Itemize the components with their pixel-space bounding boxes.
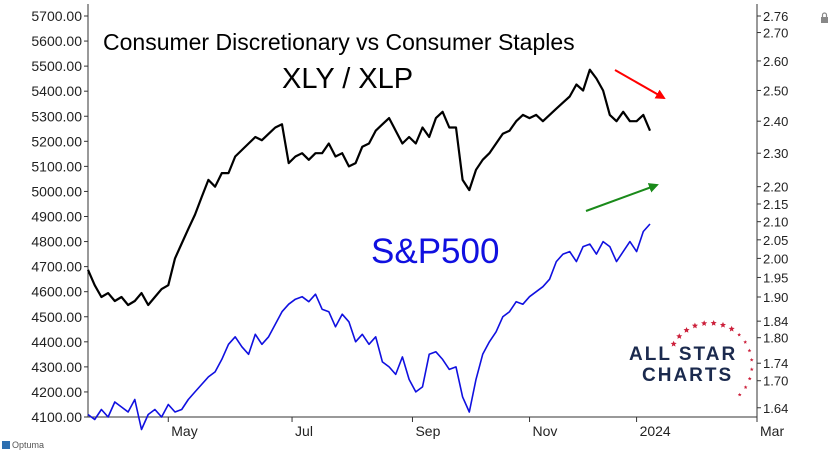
x-tick-label: Nov: [533, 423, 558, 439]
optuma-logo-icon: [2, 441, 10, 449]
right-tick-label: 1.84: [763, 314, 788, 329]
left-tick-label: 4200.00: [31, 384, 82, 400]
left-tick-label: 5700.00: [31, 8, 82, 24]
star-icon: [747, 348, 752, 353]
x-tick-label: Sep: [415, 423, 440, 439]
left-tick-label: 4400.00: [31, 334, 82, 350]
x-axis-ticks: May Jul Sep Nov 2024 Mar: [167, 417, 784, 439]
right-tick-label: 2.40: [763, 114, 788, 129]
logo-line1: ALL STAR: [629, 344, 737, 365]
series-line-sp500: [87, 223, 651, 431]
left-tick-label: 4600.00: [31, 284, 82, 300]
left-tick-label: 5400.00: [31, 83, 82, 99]
green-arrow-annotation: [585, 183, 659, 212]
right-tick-label: 1.95: [763, 270, 788, 285]
logo-stars-arc: [670, 320, 754, 397]
sp500-series-label: S&P500: [371, 232, 499, 271]
right-tick-label: 1.90: [763, 290, 788, 305]
left-tick-label: 5100.00: [31, 158, 82, 174]
right-tick-label: 2.10: [763, 215, 788, 230]
left-tick-label: 5600.00: [31, 33, 82, 49]
right-tick-label: 2.50: [763, 83, 788, 98]
left-tick-label: 5200.00: [31, 133, 82, 149]
star-icon: [743, 340, 748, 344]
star-icon: [728, 325, 735, 332]
right-tick-label: 2.70: [763, 26, 788, 41]
left-tick-label: 5500.00: [31, 58, 82, 74]
optuma-watermark: Optuma: [2, 440, 44, 450]
left-axis-ticks: 4100.00 4200.00 4300.00 4400.00 4500.00 4600.…: [31, 8, 88, 425]
star-icon: [701, 320, 708, 326]
x-tick-label: May: [171, 423, 197, 439]
left-tick-label: 4800.00: [31, 234, 82, 250]
left-tick-label: 4500.00: [31, 309, 82, 325]
right-tick-label: 2.15: [763, 197, 788, 212]
chart-title: Consumer Discretionary vs Consumer Stapl…: [103, 29, 575, 55]
right-tick-label: 2.60: [763, 54, 788, 69]
star-icon: [737, 332, 742, 337]
star-icon: [749, 367, 754, 371]
x-tick-label: Jul: [295, 423, 313, 439]
series-line-xly-xlp: [86, 68, 652, 307]
right-tick-label: 1.70: [763, 374, 788, 389]
right-axis-ticks: 1.64 1.70 1.74 1.80 1.84 1.90 1.95 2.00 2.05 2.10…: [757, 9, 788, 416]
red-arrow-annotation: [614, 69, 666, 99]
right-tick-label: 2.76: [763, 9, 788, 24]
star-icon: [710, 320, 717, 326]
x-tick-label: Mar: [760, 423, 784, 439]
right-tick-label: 1.80: [763, 331, 788, 346]
left-tick-label: 4700.00: [31, 259, 82, 275]
logo-line2: CHARTS: [642, 365, 733, 386]
right-tick-label: 1.64: [763, 401, 788, 416]
x-tick-label: 2024: [640, 423, 671, 439]
star-icon: [670, 340, 677, 347]
star-icon: [737, 392, 742, 397]
left-tick-label: 4900.00: [31, 209, 82, 225]
optuma-label: Optuma: [12, 440, 44, 450]
star-icon: [747, 376, 752, 381]
all-star-charts-logo: ALL STAR CHARTS: [629, 320, 754, 397]
star-icon: [749, 357, 754, 362]
right-tick-label: 2.30: [763, 146, 788, 161]
left-tick-label: 5300.00: [31, 108, 82, 124]
left-tick-label: 4100.00: [31, 409, 82, 425]
star-icon: [743, 385, 748, 389]
right-tick-label: 2.05: [763, 233, 788, 248]
star-icon: [676, 333, 683, 339]
left-tick-label: 5000.00: [31, 183, 82, 199]
lock-icon: [821, 12, 828, 23]
right-tick-label: 1.74: [763, 356, 788, 371]
left-tick-label: 4300.00: [31, 359, 82, 375]
star-icon: [683, 327, 690, 333]
ratio-series-label: XLY / XLP: [282, 63, 413, 95]
right-tick-label: 2.20: [763, 180, 788, 195]
right-tick-label: 2.00: [763, 251, 788, 266]
star-icon: [691, 322, 698, 329]
star-icon: [719, 321, 726, 328]
